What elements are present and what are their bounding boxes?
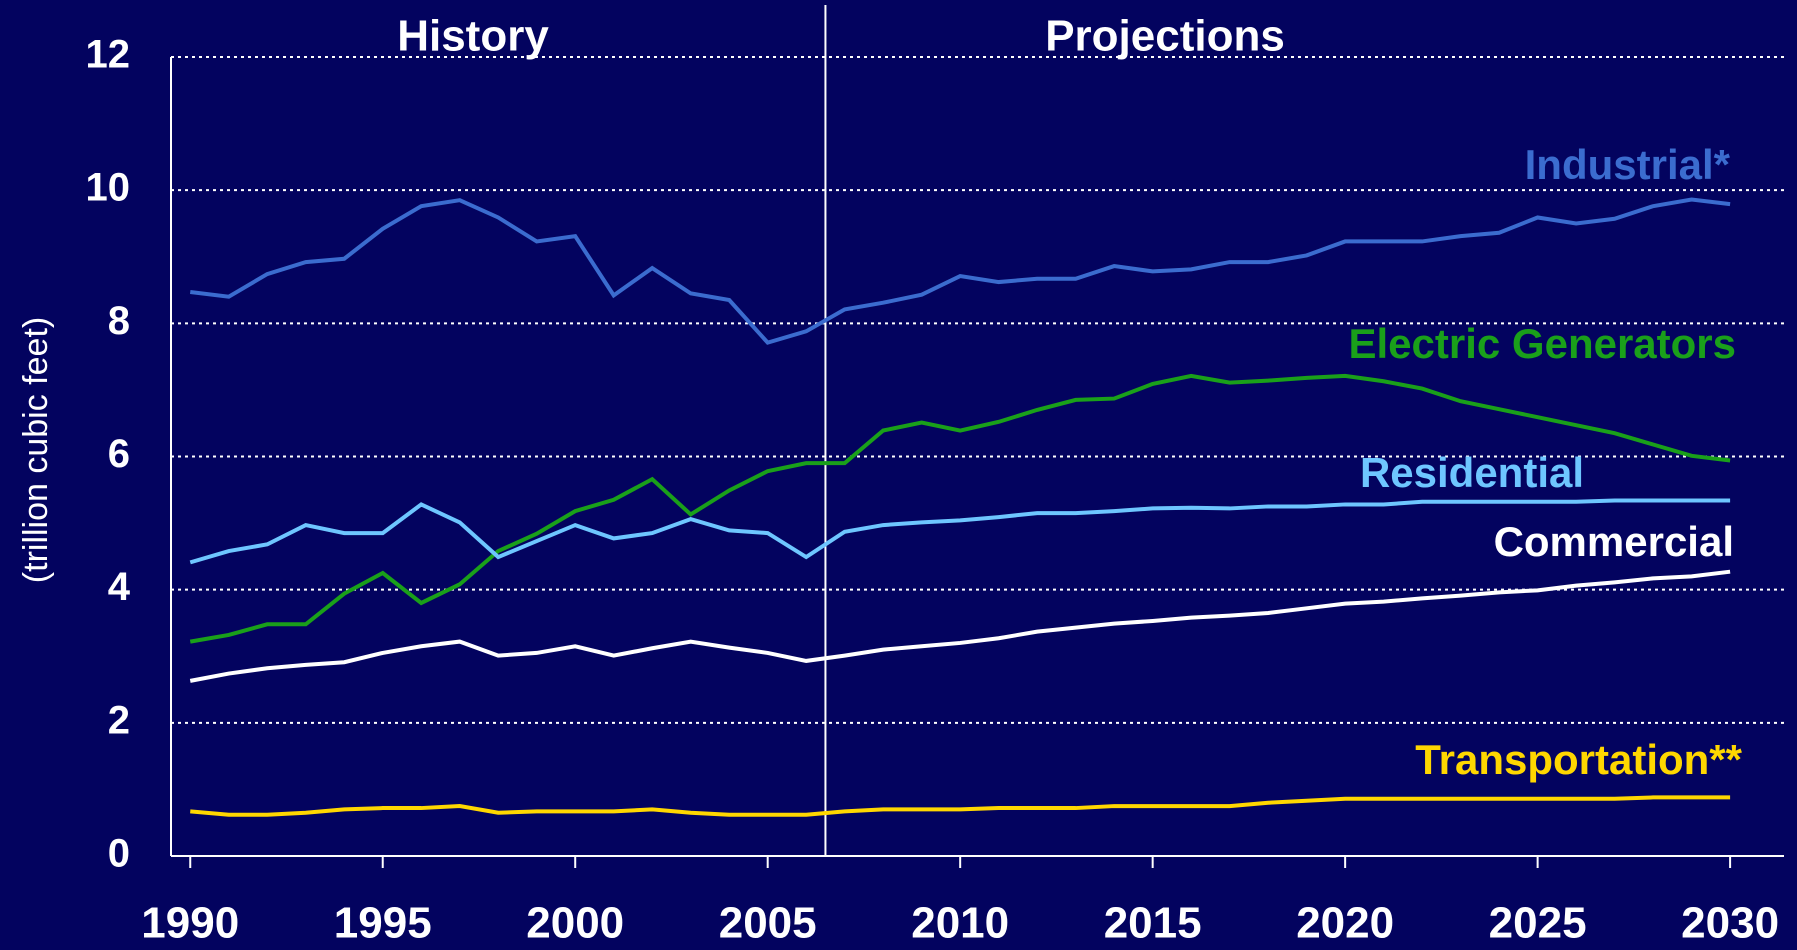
x-tick-label: 1995 (334, 899, 432, 948)
series-line (189, 498, 1731, 565)
series-label: Transportation** (1415, 736, 1742, 783)
y-tick-label: 6 (108, 432, 130, 476)
series-line (189, 569, 1731, 683)
x-tick-label: 1990 (141, 899, 239, 948)
x-tick-label: 2000 (526, 899, 624, 948)
y-tick-label: 0 (108, 832, 130, 876)
series-line (190, 795, 1731, 817)
x-tick-label: 2005 (719, 899, 817, 948)
x-tick-label: 2010 (911, 899, 1009, 948)
y-axis-title: (trillion cubic feet) (17, 317, 55, 583)
x-tick-label: 2025 (1489, 899, 1587, 948)
y-tick-label: 4 (108, 565, 131, 609)
x-tick-label: 2030 (1681, 899, 1779, 948)
series-label: Commercial (1494, 518, 1734, 565)
series-label: Industrial* (1525, 141, 1731, 188)
x-tick-label: 2015 (1104, 899, 1202, 948)
series-line (189, 373, 1731, 644)
x-tick-label: 2020 (1296, 899, 1394, 948)
y-tick-label: 2 (108, 698, 130, 742)
series-line (190, 197, 1731, 345)
y-tick-label: 10 (86, 166, 131, 210)
y-tick-label: 8 (108, 299, 130, 343)
annotation: Projections (1045, 12, 1285, 61)
y-tick-label: 12 (86, 33, 131, 77)
series-label: Electric Generators (1348, 320, 1736, 367)
series-label: Residential (1360, 449, 1584, 496)
annotation: History (397, 12, 549, 61)
